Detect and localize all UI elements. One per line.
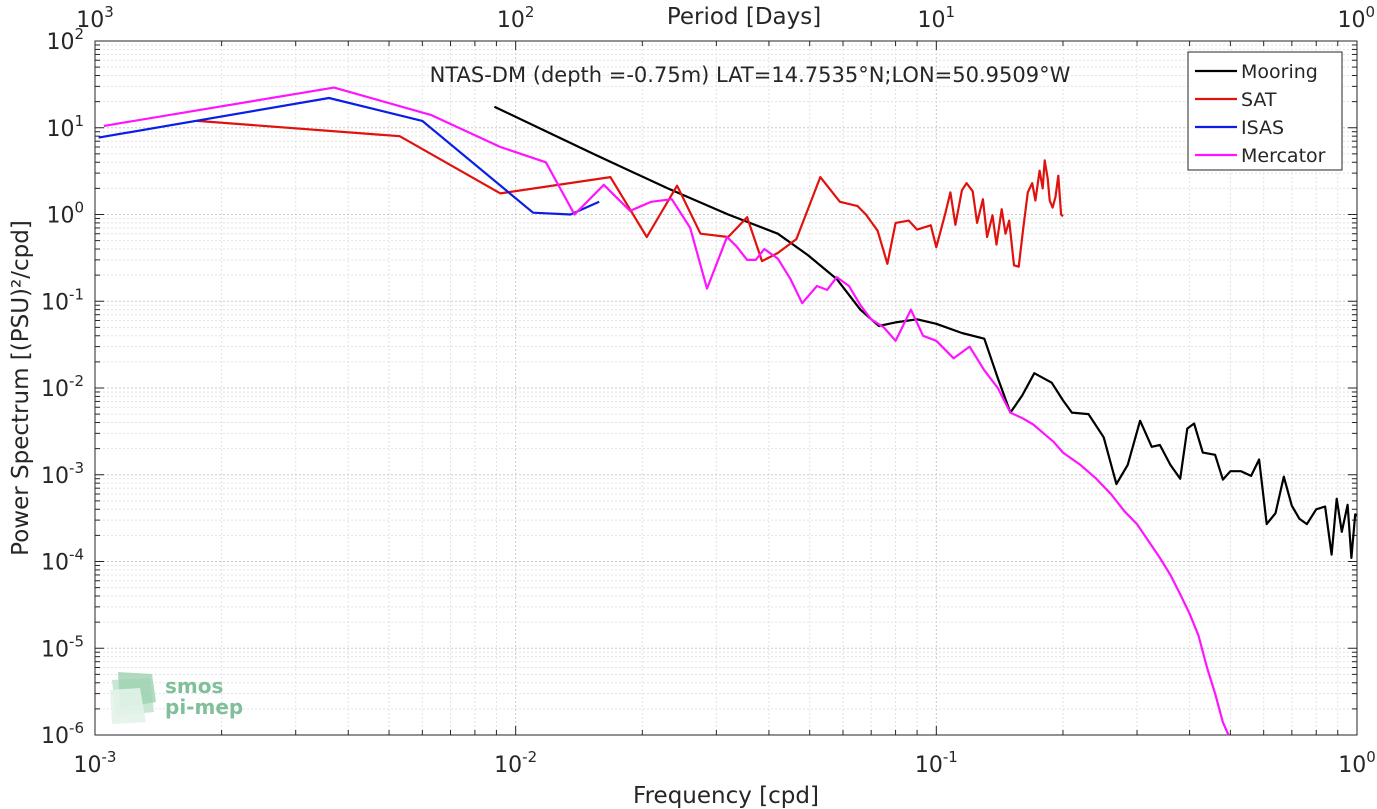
x-tick-label: 100 [1338,748,1376,778]
x-axis-title: Frequency [cpd] [633,783,819,809]
legend-label-isas: ISAS [1241,117,1284,139]
y-tick-label: 10-2 [41,372,84,402]
x2-tick-label: 101 [918,3,956,33]
y-tick-label: 10-3 [41,459,84,489]
legend-label-mooring: Mooring [1241,61,1318,83]
y-tick-label: 10-6 [41,719,84,749]
x2-tick-label: 102 [497,3,535,33]
x2-tick-label: 103 [76,3,114,33]
chart-title: NTAS-DM (depth =-0.75m) LAT=14.7535°N;LO… [430,63,1071,87]
y-tick-label: 101 [46,112,84,142]
y-tick-label: 10-1 [41,285,84,315]
series-lines [98,86,1358,736]
logo-text-line2: pi-mep [165,695,243,719]
series-line-sat [197,119,1064,268]
y-axis-title: Power Spectrum [(PSU)²/cpd] [8,220,34,556]
y-tick-label: 10-4 [41,546,84,576]
x2-tick-label: 100 [1337,3,1375,33]
logo-text-line1: smos [165,674,223,698]
smos-pi-mep-logo: smos pi-mep [110,672,243,724]
x-tick-label: 10-1 [915,748,958,778]
series-line-mercator [103,86,1230,736]
y-tick-label: 10-5 [41,632,84,662]
legend-label-mercator: Mercator [1241,145,1326,167]
legend-label-sat: SAT [1241,89,1277,111]
x-tick-label: 10-3 [74,748,117,778]
x2-axis-title: Period [Days] [667,4,821,30]
y-tick-label: 102 [46,25,84,55]
y-tick-label: 100 [46,199,84,229]
legend: Mooring SAT ISAS Mercator [1187,51,1343,171]
x-tick-label: 10-2 [494,748,537,778]
series-line-mooring [493,105,1358,559]
logo-mark-icon [110,672,156,724]
